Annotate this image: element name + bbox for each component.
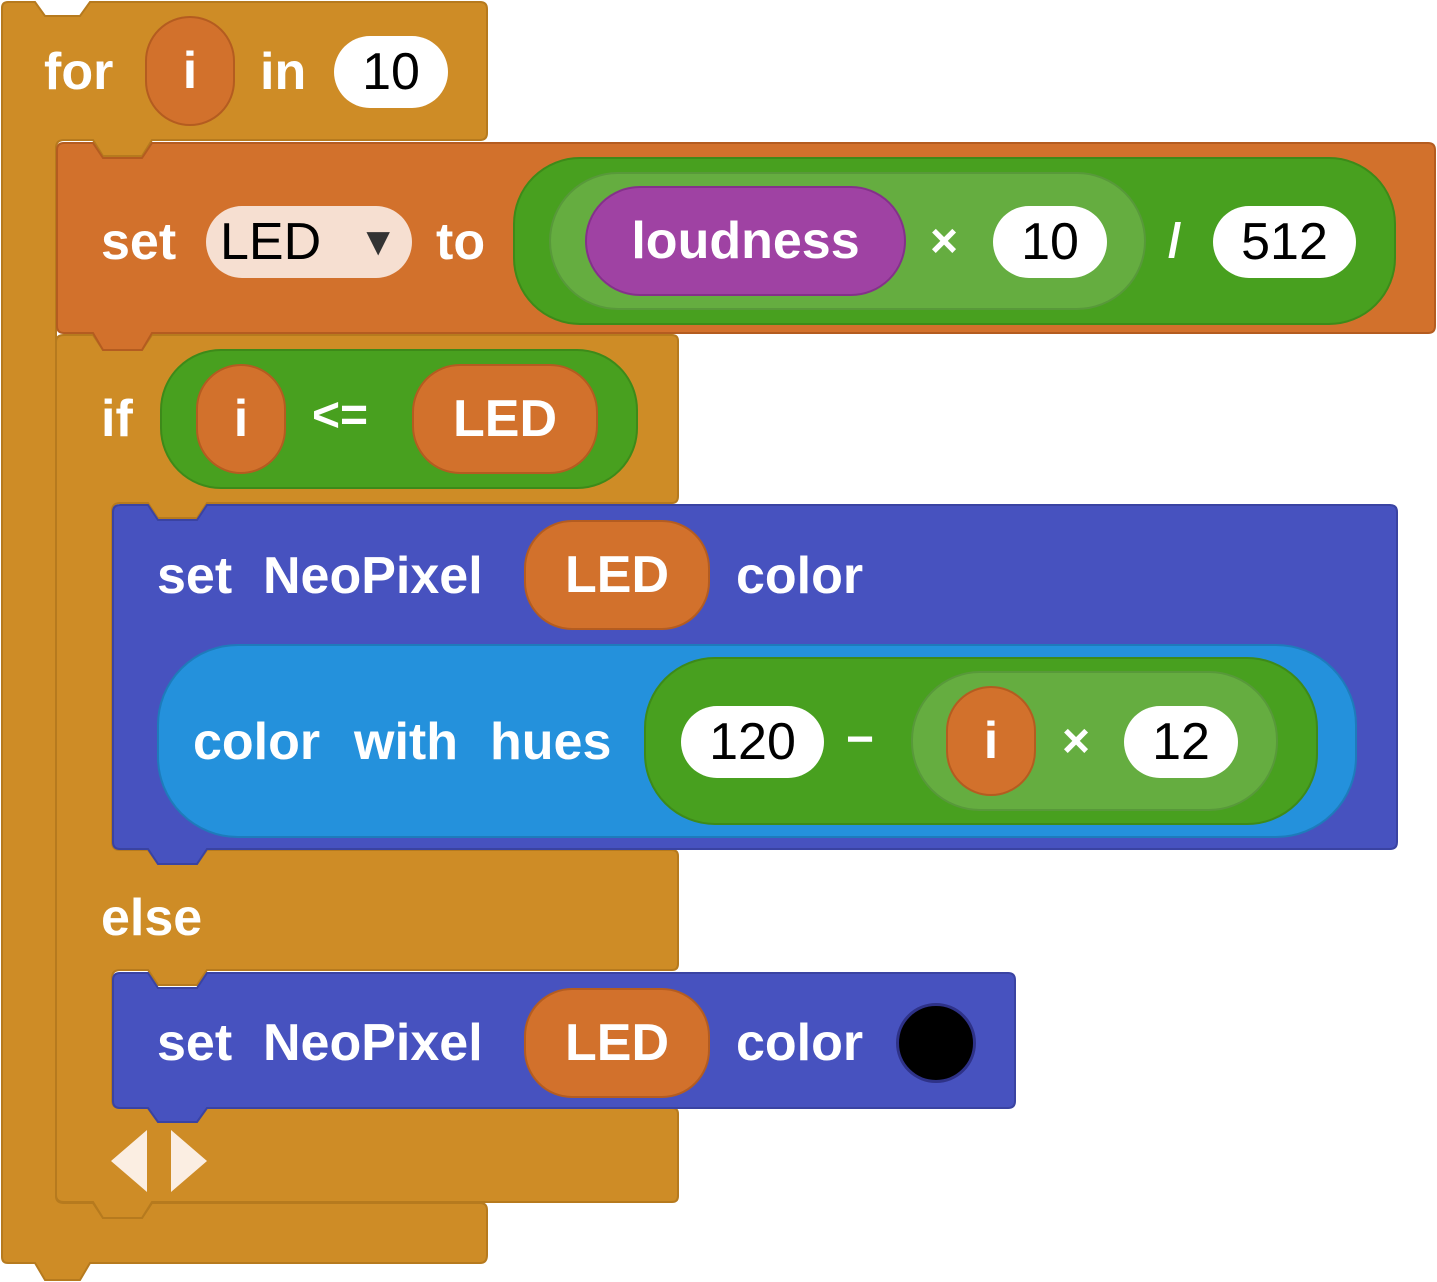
neopixel-index-var[interactable]: LED — [524, 520, 710, 630]
compare-operator: <= — [312, 389, 369, 442]
dropdown-arrow-icon: ▼ — [358, 220, 398, 264]
in-keyword: in — [260, 43, 307, 101]
loop-variable-i[interactable]: i — [145, 16, 235, 126]
triangle-right-icon[interactable] — [171, 1130, 207, 1192]
loop-count-field[interactable]: 10 — [334, 36, 448, 108]
divisor-field[interactable]: 512 — [1213, 206, 1356, 278]
for-keyword: for — [44, 43, 114, 101]
neopixel2-set-label: set — [157, 1014, 233, 1072]
hue-with-label: with — [354, 713, 458, 771]
condition-right-var[interactable]: LED — [412, 364, 598, 474]
multiplier-field[interactable]: 10 — [993, 206, 1107, 278]
multiply-operator: × — [930, 215, 959, 268]
hue-base-field[interactable]: 120 — [681, 706, 824, 778]
neopixel-label: NeoPixel — [263, 547, 483, 605]
neopixel2-index-var[interactable]: LED — [524, 988, 710, 1098]
hue-multiply-operator: × — [1062, 715, 1091, 768]
set-keyword: set — [101, 213, 177, 271]
hue-factor-field[interactable]: 12 — [1124, 706, 1238, 778]
divide-operator: / — [1168, 215, 1182, 268]
hue-var-i[interactable]: i — [946, 686, 1036, 796]
neopixel2-label: NeoPixel — [263, 1014, 483, 1072]
hue-hues-label: hues — [490, 713, 612, 771]
else-keyword: else — [101, 889, 203, 947]
variable-dropdown-value: LED — [220, 213, 322, 271]
color-swatch-picker[interactable] — [896, 1003, 976, 1083]
if-keyword: if — [101, 390, 133, 448]
neopixel-set-label: set — [157, 547, 233, 605]
loudness-block[interactable]: loudness — [585, 186, 906, 296]
variable-dropdown[interactable]: LED ▼ — [206, 206, 412, 278]
neopixel-color-label: color — [736, 547, 864, 605]
to-keyword: to — [436, 213, 486, 271]
condition-left-var[interactable]: i — [196, 364, 286, 474]
hue-color-label: color — [193, 713, 321, 771]
triangle-left-icon[interactable] — [111, 1130, 147, 1192]
neopixel2-color-label: color — [736, 1014, 864, 1072]
minus-operator: − — [846, 713, 875, 766]
